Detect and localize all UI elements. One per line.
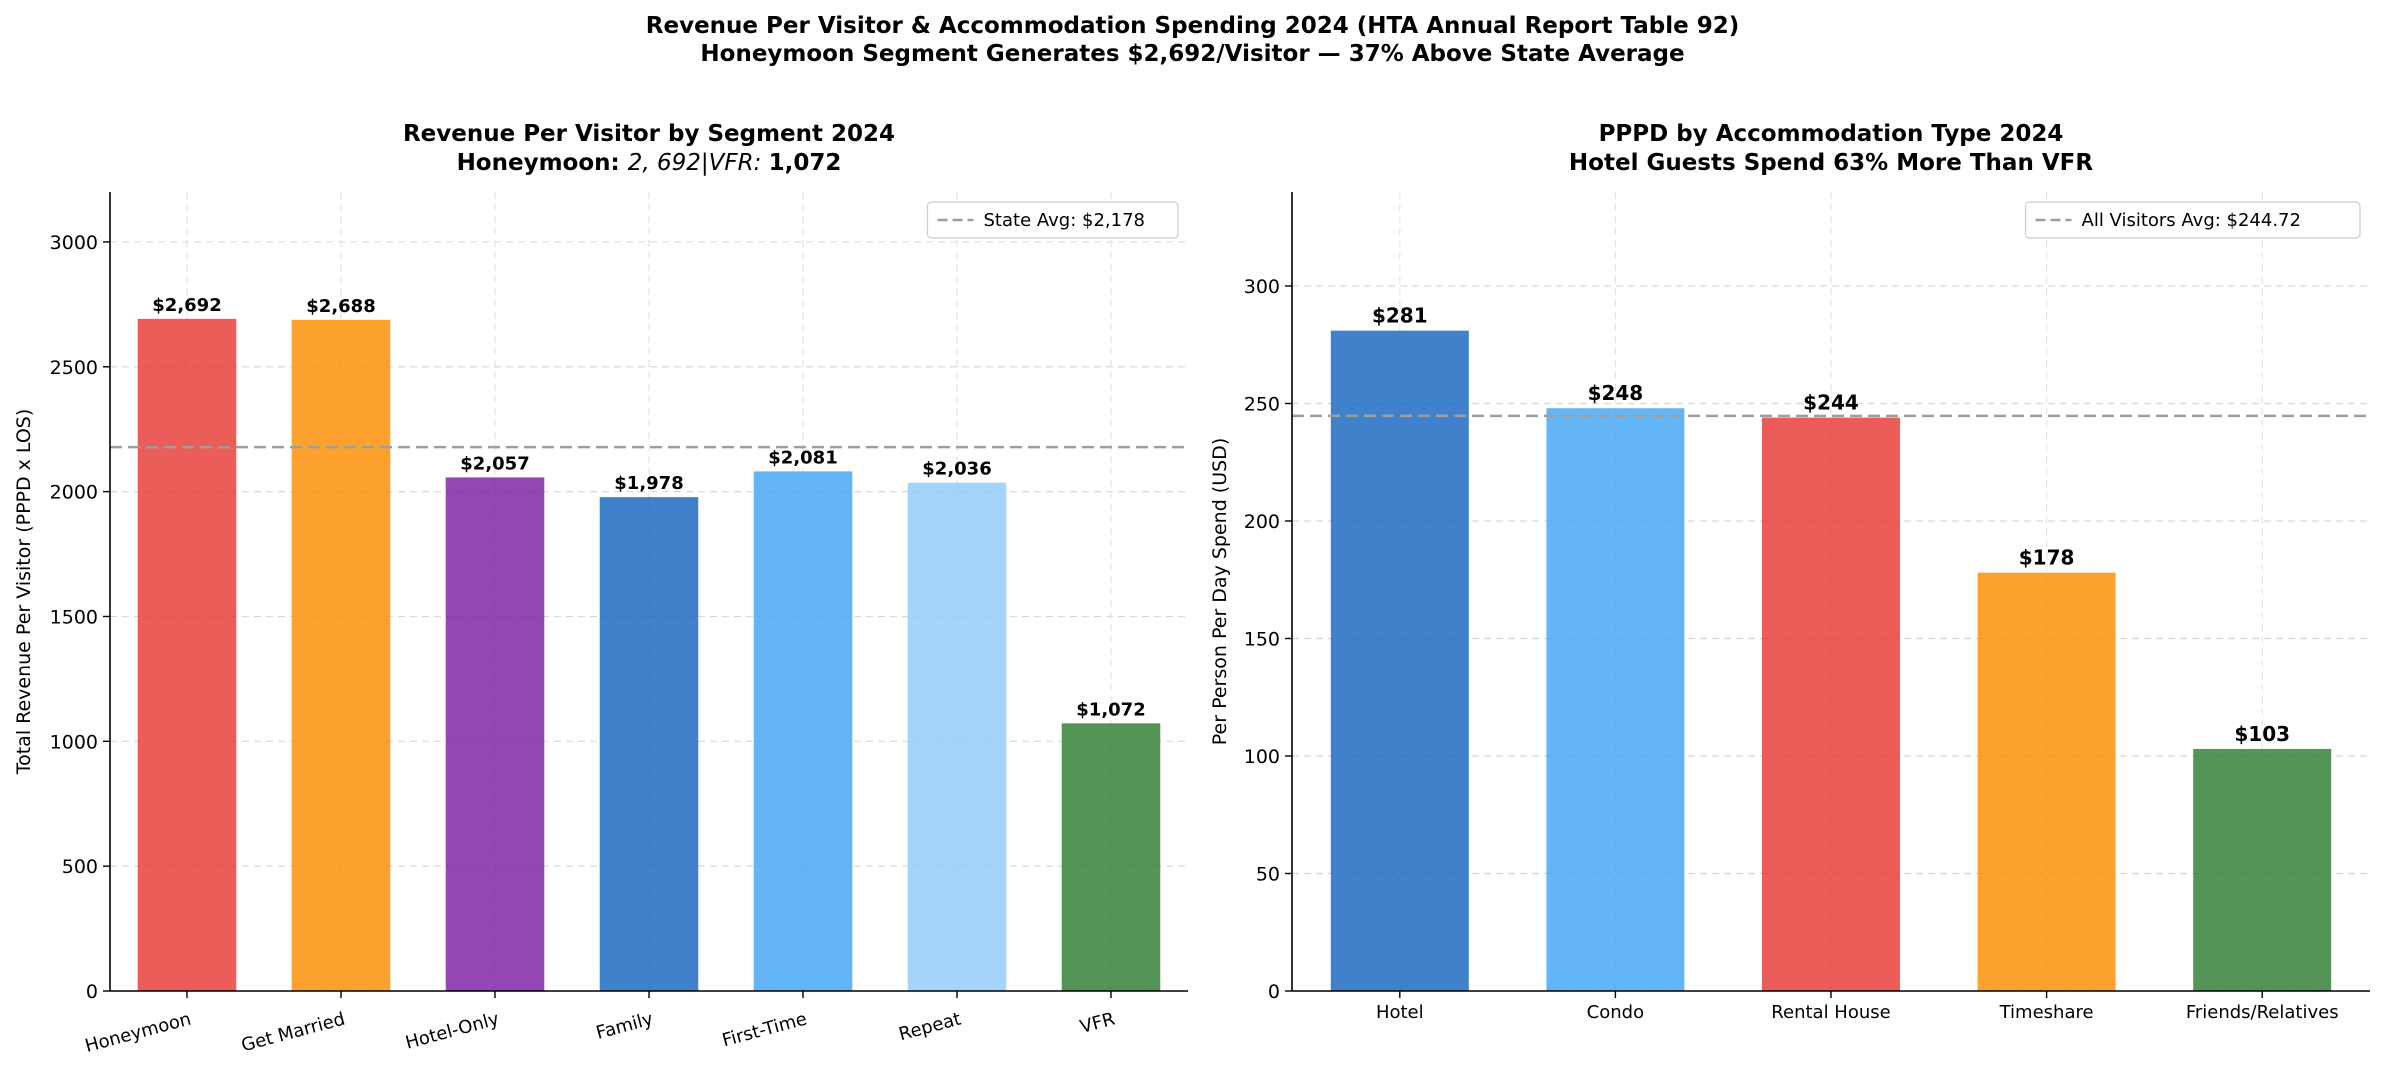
y-tick-label: 1500 [50, 606, 98, 628]
bar-data-label: $2,081 [768, 447, 837, 468]
x-tick-label: Hotel [1376, 1002, 1424, 1023]
y-tick-label: 300 [1244, 276, 1280, 298]
chart-title-line1: PPPD by Accommodation Type 2024 [1599, 121, 2064, 147]
bar-data-label: $281 [1372, 304, 1428, 328]
x-tick-label: VFR [1078, 1009, 1117, 1038]
x-tick-label: Get Married [239, 1009, 347, 1057]
bar-data-label: $2,057 [460, 453, 529, 474]
bar-first-time [753, 471, 853, 992]
bar-timeshare [1977, 572, 2116, 991]
y-tick-label: 2500 [50, 357, 98, 379]
legend-box [2024, 201, 2361, 239]
bar-repeat [907, 482, 1007, 991]
bar-data-label: $2,688 [306, 296, 375, 317]
figure-title-line2: Honeymoon Segment Generates $2,692/Visit… [700, 41, 1685, 67]
chart-panel-1: Revenue Per Visitor by Segment 2024 Honey… [13, 121, 1188, 1057]
x-tick-label: Friends/Relatives [2186, 1002, 2339, 1023]
x-tick-label: Timeshare [1999, 1002, 2094, 1023]
y-tick-label: 50 [1256, 864, 1280, 886]
x-tick-label: Rental House [1771, 1002, 1890, 1023]
bar-friends-relatives [2193, 748, 2332, 991]
bar-data-label: $1,978 [614, 473, 683, 494]
y-axis-label: Per Person Per Day Spend (USD) [1209, 438, 1231, 745]
bar-data-label: $248 [1588, 381, 1644, 405]
y-axis-label: Total Revenue Per Visitor (PPPD x LOS) [13, 409, 35, 776]
chart-panel-2: PPPD by Accommodation Type 2024 Hotel Gue… [1209, 121, 2370, 1023]
y-tick-label: 200 [1244, 511, 1280, 533]
bar-data-label: $1,072 [1076, 699, 1145, 720]
bar-data-label: $2,692 [152, 295, 221, 316]
y-tick-label: 250 [1244, 394, 1280, 416]
figure-title-line1: Revenue Per Visitor & Accommodation Spen… [645, 13, 1740, 39]
y-tick-label: 2000 [50, 482, 98, 504]
bar-data-label: $178 [2019, 546, 2075, 570]
y-tick-label: 100 [1244, 746, 1280, 768]
bar-vfr [1061, 723, 1161, 991]
bar-family [599, 497, 699, 991]
legend-label: All Visitors Avg: $244.72 [2082, 210, 2301, 231]
legend-label: State Avg: $2,178 [984, 210, 1145, 231]
chart-title-line2-prefix: Honeymoon: [457, 150, 628, 176]
bar-hotel-only [445, 477, 545, 991]
y-tick-label: 0 [86, 981, 98, 1003]
chart-title-line2: Honeymoon: 2, 692|VFR: 1,072 [457, 150, 842, 176]
y-tick-label: 1000 [50, 731, 98, 753]
x-tick-label: Repeat [897, 1009, 964, 1046]
bar-data-label: $2,036 [922, 459, 991, 480]
chart-title-line2-math: 2, 692|VFR: [628, 150, 769, 176]
y-tick-label: 0 [1268, 981, 1280, 1003]
x-tick-label: Family [594, 1008, 656, 1043]
x-tick-label: First-Time [720, 1009, 809, 1052]
bar-rental-house [1762, 417, 1900, 992]
y-tick-label: 150 [1244, 629, 1280, 651]
bar-honeymoon [137, 318, 237, 991]
x-tick-label: Hotel-Only [403, 1008, 501, 1053]
y-tick-label: 500 [62, 856, 98, 878]
x-tick-label: Condo [1587, 1002, 1644, 1023]
bar-data-label: $244 [1803, 391, 1859, 415]
x-tick-label: Honeymoon [83, 1009, 193, 1057]
bar-get-married [291, 319, 391, 992]
bar-hotel [1330, 330, 1469, 991]
chart-title-line2-bold: 1,072 [769, 150, 842, 176]
chart-title-line1: Revenue Per Visitor by Segment 2024 [403, 121, 895, 147]
bar-condo [1546, 408, 1685, 991]
bar-data-label: $103 [2234, 722, 2290, 746]
chart-title-line2: Hotel Guests Spend 63% More Than VFR [1569, 150, 2093, 176]
y-tick-label: 3000 [50, 232, 98, 254]
legend-box [926, 201, 1179, 239]
